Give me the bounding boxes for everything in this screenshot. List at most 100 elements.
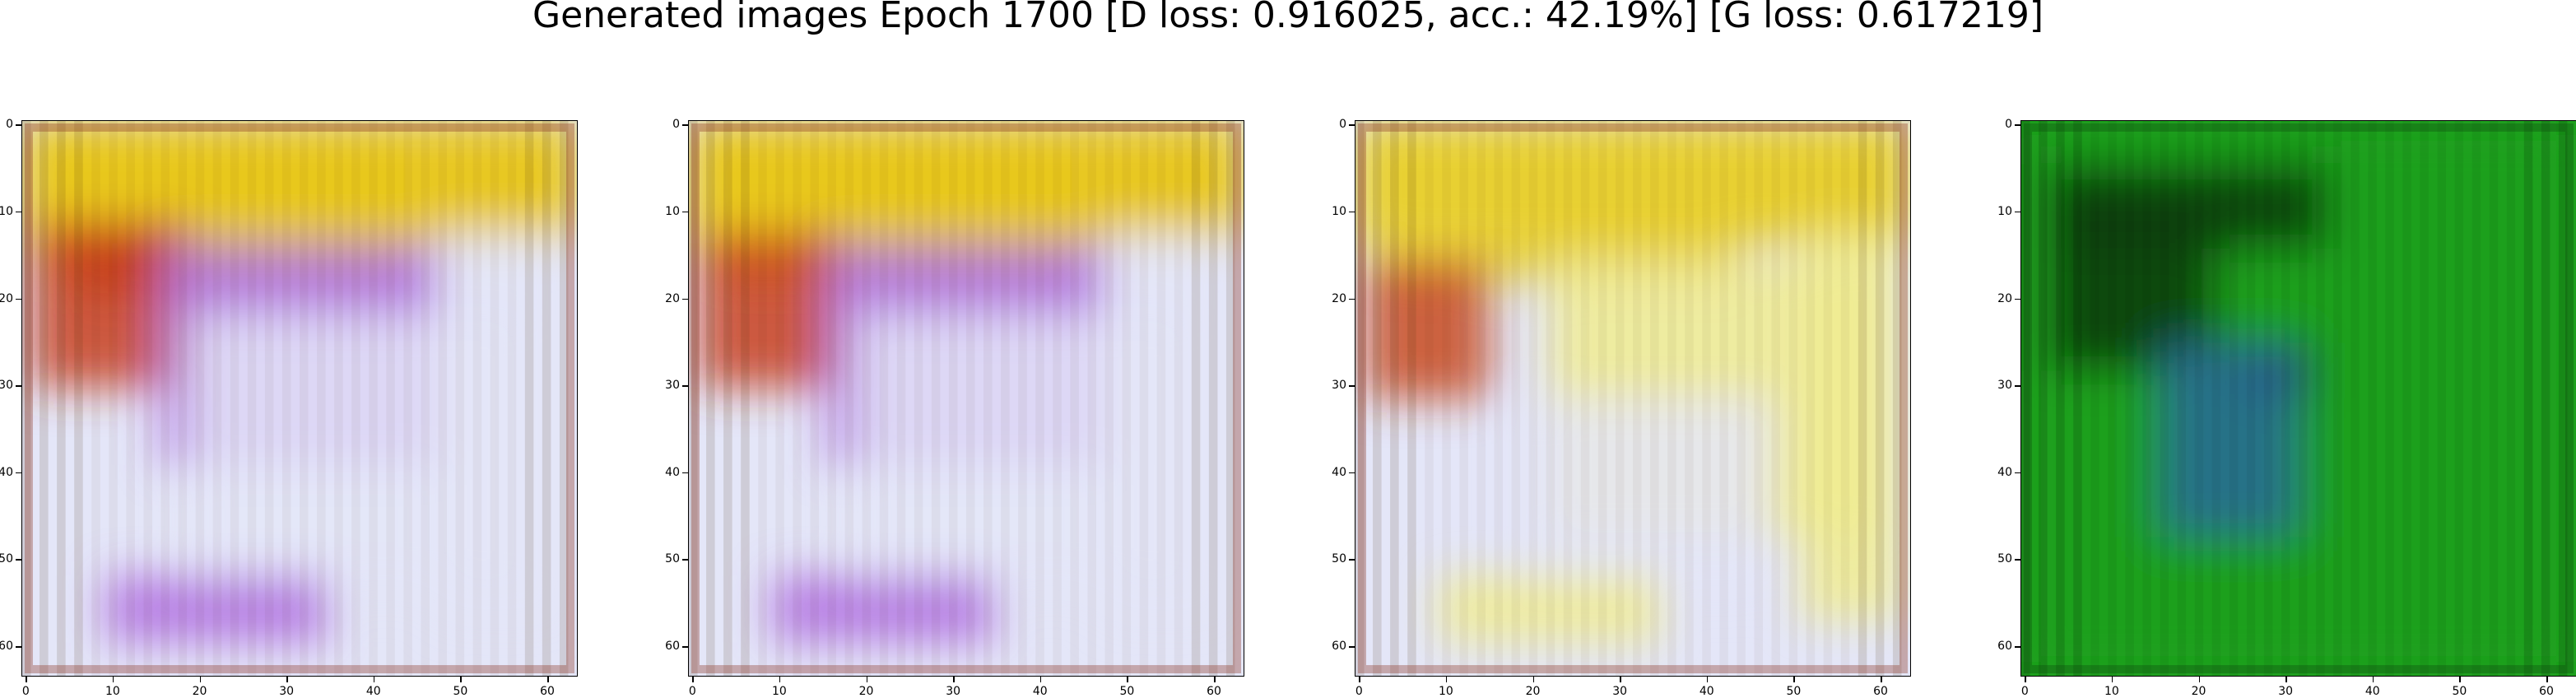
x-tick-mark [866, 677, 868, 682]
generated-image [22, 121, 577, 676]
image-stripe [490, 121, 500, 676]
image-stripe [2437, 121, 2447, 676]
image-stripe [1771, 121, 1781, 676]
image-stripe [160, 121, 170, 676]
image-stripe [74, 121, 83, 676]
image-stripe [2039, 121, 2048, 676]
image-stripe [1892, 121, 1902, 676]
image-stripe [40, 121, 49, 676]
y-tick-label: 10 [1997, 204, 2012, 218]
generated-image [1355, 121, 1910, 676]
y-tick-label: 50 [665, 552, 680, 566]
x-tick-mark [1359, 677, 1360, 682]
image-stripe [1442, 121, 1451, 676]
y-tick-label: 0 [2005, 118, 2012, 132]
y-tick-mark [682, 211, 688, 213]
image-stripe [1615, 121, 1625, 676]
x-tick-label: 0 [2020, 685, 2029, 698]
image-stripe [403, 121, 412, 676]
image-stripe [1208, 121, 1218, 676]
image-stripe [1858, 121, 1867, 676]
y-tick-mark [682, 559, 688, 561]
image-color-region [1377, 142, 1739, 282]
image-stripe [862, 121, 872, 676]
x-tick-label: 60 [1207, 685, 1221, 698]
image-stripe [2021, 121, 2030, 676]
y-tick-label: 10 [1332, 204, 1346, 218]
image-stripe [2558, 121, 2568, 676]
image-stripe [1702, 121, 1711, 676]
y-tick-mark [16, 124, 21, 126]
image-stripe [1070, 121, 1079, 676]
x-tick-mark [2459, 677, 2461, 682]
x-tick-label: 50 [1786, 685, 1802, 698]
image-panel-2: 0 10 20 30 40 50 60 0 10 20 30 40 50 60 [665, 118, 1244, 698]
image-stripe [2316, 121, 2325, 676]
y-tick-label: 0 [1339, 118, 1346, 132]
image-color-region [1439, 575, 1661, 643]
image-stripe [2523, 121, 2533, 676]
image-stripe [507, 121, 517, 676]
y-tick-label: 50 [1997, 552, 2012, 566]
x-tick-mark [1793, 677, 1795, 682]
image-stripe [1191, 121, 1201, 676]
image-panel-4: 0 10 20 30 40 50 60 0 10 20 30 40 50 60 [1997, 118, 2576, 698]
image-color-region [1366, 259, 1489, 398]
image-stripe [2454, 121, 2464, 676]
x-tick-mark [779, 677, 781, 682]
image-stripe [109, 121, 118, 676]
y-tick-label: 60 [665, 640, 680, 654]
y-tick-mark [16, 559, 21, 561]
image-stripe [741, 121, 750, 676]
x-tick-label: 50 [1119, 685, 1135, 698]
image-stripe [2229, 121, 2239, 676]
image-stripe [542, 121, 551, 676]
y-tick-label: 20 [0, 291, 13, 305]
image-stripe [178, 121, 188, 676]
image-stripe [1667, 121, 1676, 676]
y-tick-label: 10 [0, 204, 13, 218]
image-stripe [1511, 121, 1521, 676]
image-stripe-texture [689, 121, 1235, 676]
y-tick-label: 40 [665, 465, 680, 479]
x-tick-label: 60 [1873, 685, 1888, 698]
image-color-region [2160, 342, 2299, 537]
x-tick-label: 30 [2278, 685, 2294, 698]
image-stripe [1373, 121, 1382, 676]
x-tick-label: 0 [21, 685, 30, 698]
image-axes-3 [1355, 120, 1911, 677]
image-color-region [438, 231, 560, 621]
y-tick-mark [2015, 559, 2020, 561]
y-tick-label: 60 [0, 640, 13, 654]
x-tick-mark [2025, 677, 2026, 682]
image-stripe [2160, 121, 2169, 676]
y-tick-label: 30 [1997, 379, 2012, 393]
image-stripe [827, 121, 837, 676]
y-tick-mark [16, 385, 21, 387]
image-stripe [1355, 121, 1365, 676]
image-stripe [1737, 121, 1746, 676]
image-stripe [2333, 121, 2342, 676]
image-stripe [2090, 121, 2099, 676]
x-tick-mark [1127, 677, 1128, 682]
image-stripe [57, 121, 66, 676]
image-panel-1: 0 10 20 30 40 50 60 0 10 20 30 40 50 60 [0, 118, 578, 698]
image-color-region [77, 231, 167, 299]
y-tick-mark [16, 472, 21, 474]
image-stripe [1719, 121, 1728, 676]
x-tick-mark [1039, 677, 1042, 682]
y-tick-label: 40 [0, 465, 13, 479]
x-tick-label: 20 [2191, 685, 2206, 698]
image-stripe [758, 121, 767, 676]
image-stripe [2056, 121, 2065, 676]
y-tick-label: 0 [672, 118, 680, 132]
image-stripe [879, 121, 889, 676]
y-tick-mark [2015, 472, 2020, 474]
image-stripe [369, 121, 378, 676]
image-stripe [1580, 121, 1590, 676]
image-stripe [2541, 121, 2550, 676]
x-tick-label: 60 [540, 685, 555, 698]
image-color-region [772, 575, 994, 643]
x-tick-label: 40 [2364, 685, 2380, 698]
image-stripe [1225, 121, 1235, 676]
